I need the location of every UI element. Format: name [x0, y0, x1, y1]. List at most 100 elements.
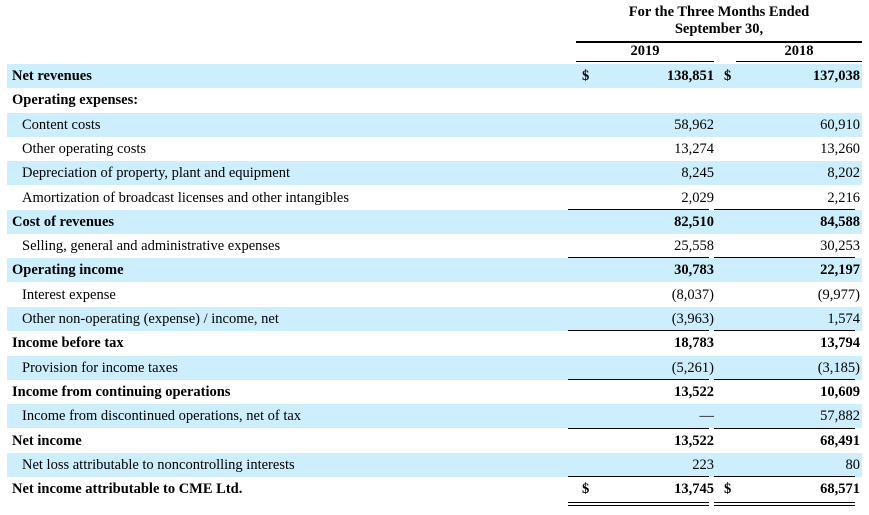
row-label: Net income [12, 432, 82, 449]
table-row: Income before tax 18,783 13,794 [7, 331, 862, 355]
value-2018: 10,609 [820, 383, 860, 400]
currency-symbol: $ [724, 481, 732, 498]
total-double-rule-top [568, 502, 709, 504]
value-2018: 30,253 [820, 238, 860, 255]
value-2019 [587, 88, 714, 112]
table-row: Amortization of broadcast licenses and o… [7, 186, 862, 210]
currency-symbol: $ [582, 68, 590, 84]
table-row: Operating income 30,783 22,197 [7, 258, 862, 283]
value-2018: 68,491 [820, 432, 860, 449]
subtotal-rule [568, 378, 709, 380]
subtotal-rule [714, 208, 855, 210]
value-2019: 13,745 [674, 481, 714, 498]
row-label: Income from discontinued operations, net… [22, 408, 302, 425]
table-row: Operating expenses: [7, 88, 862, 112]
row-label: Income from continuing operations [12, 383, 231, 400]
row-label: Net revenues [12, 68, 92, 84]
value-2019: 25,558 [674, 238, 714, 255]
value-2019: (8,037) [671, 286, 714, 303]
value-2019: 13,522 [674, 432, 714, 449]
currency-symbol: $ [582, 481, 590, 498]
subtotal-rule [714, 378, 855, 380]
subtotal-rule [714, 476, 855, 478]
table-row: Other non-operating (expense) / income, … [7, 307, 862, 331]
row-label: Other operating costs [22, 140, 147, 157]
value-2019: (3,963) [671, 311, 714, 327]
row-label: Net loss attributable to noncontrolling … [22, 456, 295, 473]
value-2019: 2,029 [681, 189, 714, 206]
value-2018: 60,910 [820, 116, 860, 133]
table-row: Net income attributable to CME Ltd. $ $13,… [7, 477, 862, 501]
table-row: Other operating costs 13,274 13,260 [7, 137, 862, 161]
table-row: Net loss attributable to noncontrolling … [7, 452, 862, 477]
row-label: Operating expenses: [12, 92, 139, 109]
value-2019: — [699, 408, 715, 425]
table-row: Interest expense (8,037) (9,977) [7, 283, 862, 307]
table-row: Provision for income taxes (5,261) (3,185) [7, 355, 862, 380]
total-double-rule-bottom [714, 505, 855, 507]
table-row: Depreciation of property, plant and equi… [7, 161, 862, 186]
table-row: Cost of revenues 82,510 84,588 [7, 209, 862, 234]
value-2018: 137,038 [812, 68, 860, 84]
row-label: Interest expense [22, 286, 116, 303]
table-row: Net income 13,522 68,491 [7, 429, 862, 453]
total-double-rule-top [714, 502, 855, 504]
table-row: Income from continuing operations 13,522 1… [7, 380, 862, 404]
row-label: Content costs [22, 116, 101, 133]
period-header: For the Three Months Ended September 30, [576, 4, 862, 38]
subtotal-rule [568, 476, 709, 478]
column-header-2019: 2019 [630, 43, 660, 59]
row-label: Cost of revenues [12, 213, 115, 230]
value-2019: 18,783 [674, 335, 714, 352]
value-2018: 2,216 [827, 189, 860, 206]
value-2019: 13,274 [674, 140, 714, 157]
table-row: Content costs 58,962 60,910 [7, 112, 862, 137]
period-header-line-2: September 30, [674, 21, 764, 37]
value-2018: 84,588 [820, 213, 860, 230]
period-header-underline [576, 41, 862, 43]
row-label: Amortization of broadcast licenses and o… [22, 189, 349, 206]
total-double-rule-bottom [568, 505, 709, 507]
value-2018: 8,202 [827, 165, 860, 182]
value-2018: 13,794 [820, 335, 860, 352]
value-2018: (3,185) [817, 359, 860, 376]
row-label: Other non-operating (expense) / income, … [22, 311, 279, 327]
year-underline-2018 [736, 61, 862, 62]
value-2018: 13,260 [820, 140, 860, 157]
value-2019: 58,962 [674, 116, 714, 133]
value-2018: 68,571 [820, 481, 860, 498]
subtotal-rule [568, 330, 709, 332]
value-2019: 30,783 [674, 262, 714, 279]
value-2019: 138,851 [666, 68, 714, 84]
column-header-2018: 2018 [784, 43, 814, 59]
value-2019: 82,510 [674, 213, 714, 230]
value-2018: 80 [845, 456, 861, 473]
subtotal-rule [714, 330, 855, 332]
table-row: Net revenues $ $138,851 137,038 [7, 64, 862, 88]
subtotal-rule [568, 208, 709, 210]
value-2018: 57,882 [820, 408, 860, 425]
subtotal-rule [568, 257, 709, 259]
value-2018: (9,977) [817, 286, 860, 303]
row-label: Provision for income taxes [22, 359, 178, 376]
value-2019: (5,261) [671, 359, 714, 376]
value-2018: 1,574 [827, 311, 860, 327]
value-2019: 223 [692, 456, 714, 473]
row-label: Depreciation of property, plant and equi… [22, 165, 291, 182]
row-label: Income before tax [12, 335, 124, 352]
table-row: Selling, general and administrative expe… [7, 234, 862, 258]
year-underline-2019 [576, 61, 714, 62]
subtotal-rule [714, 427, 855, 429]
subtotal-rule [568, 427, 709, 429]
value-2018 [747, 88, 860, 112]
currency-symbol: $ [724, 68, 732, 84]
value-2018: 22,197 [820, 262, 860, 279]
value-2019: 8,245 [681, 165, 714, 182]
row-label: Operating income [12, 262, 124, 279]
period-header-line-1: For the Three Months Ended [628, 4, 810, 20]
value-2019: 13,522 [674, 383, 714, 400]
row-label: Net income attributable to CME Ltd. [12, 481, 243, 498]
table-row: Income from discontinued operations, net… [7, 404, 862, 429]
row-label: Selling, general and administrative expe… [22, 238, 281, 255]
subtotal-rule [714, 257, 855, 259]
